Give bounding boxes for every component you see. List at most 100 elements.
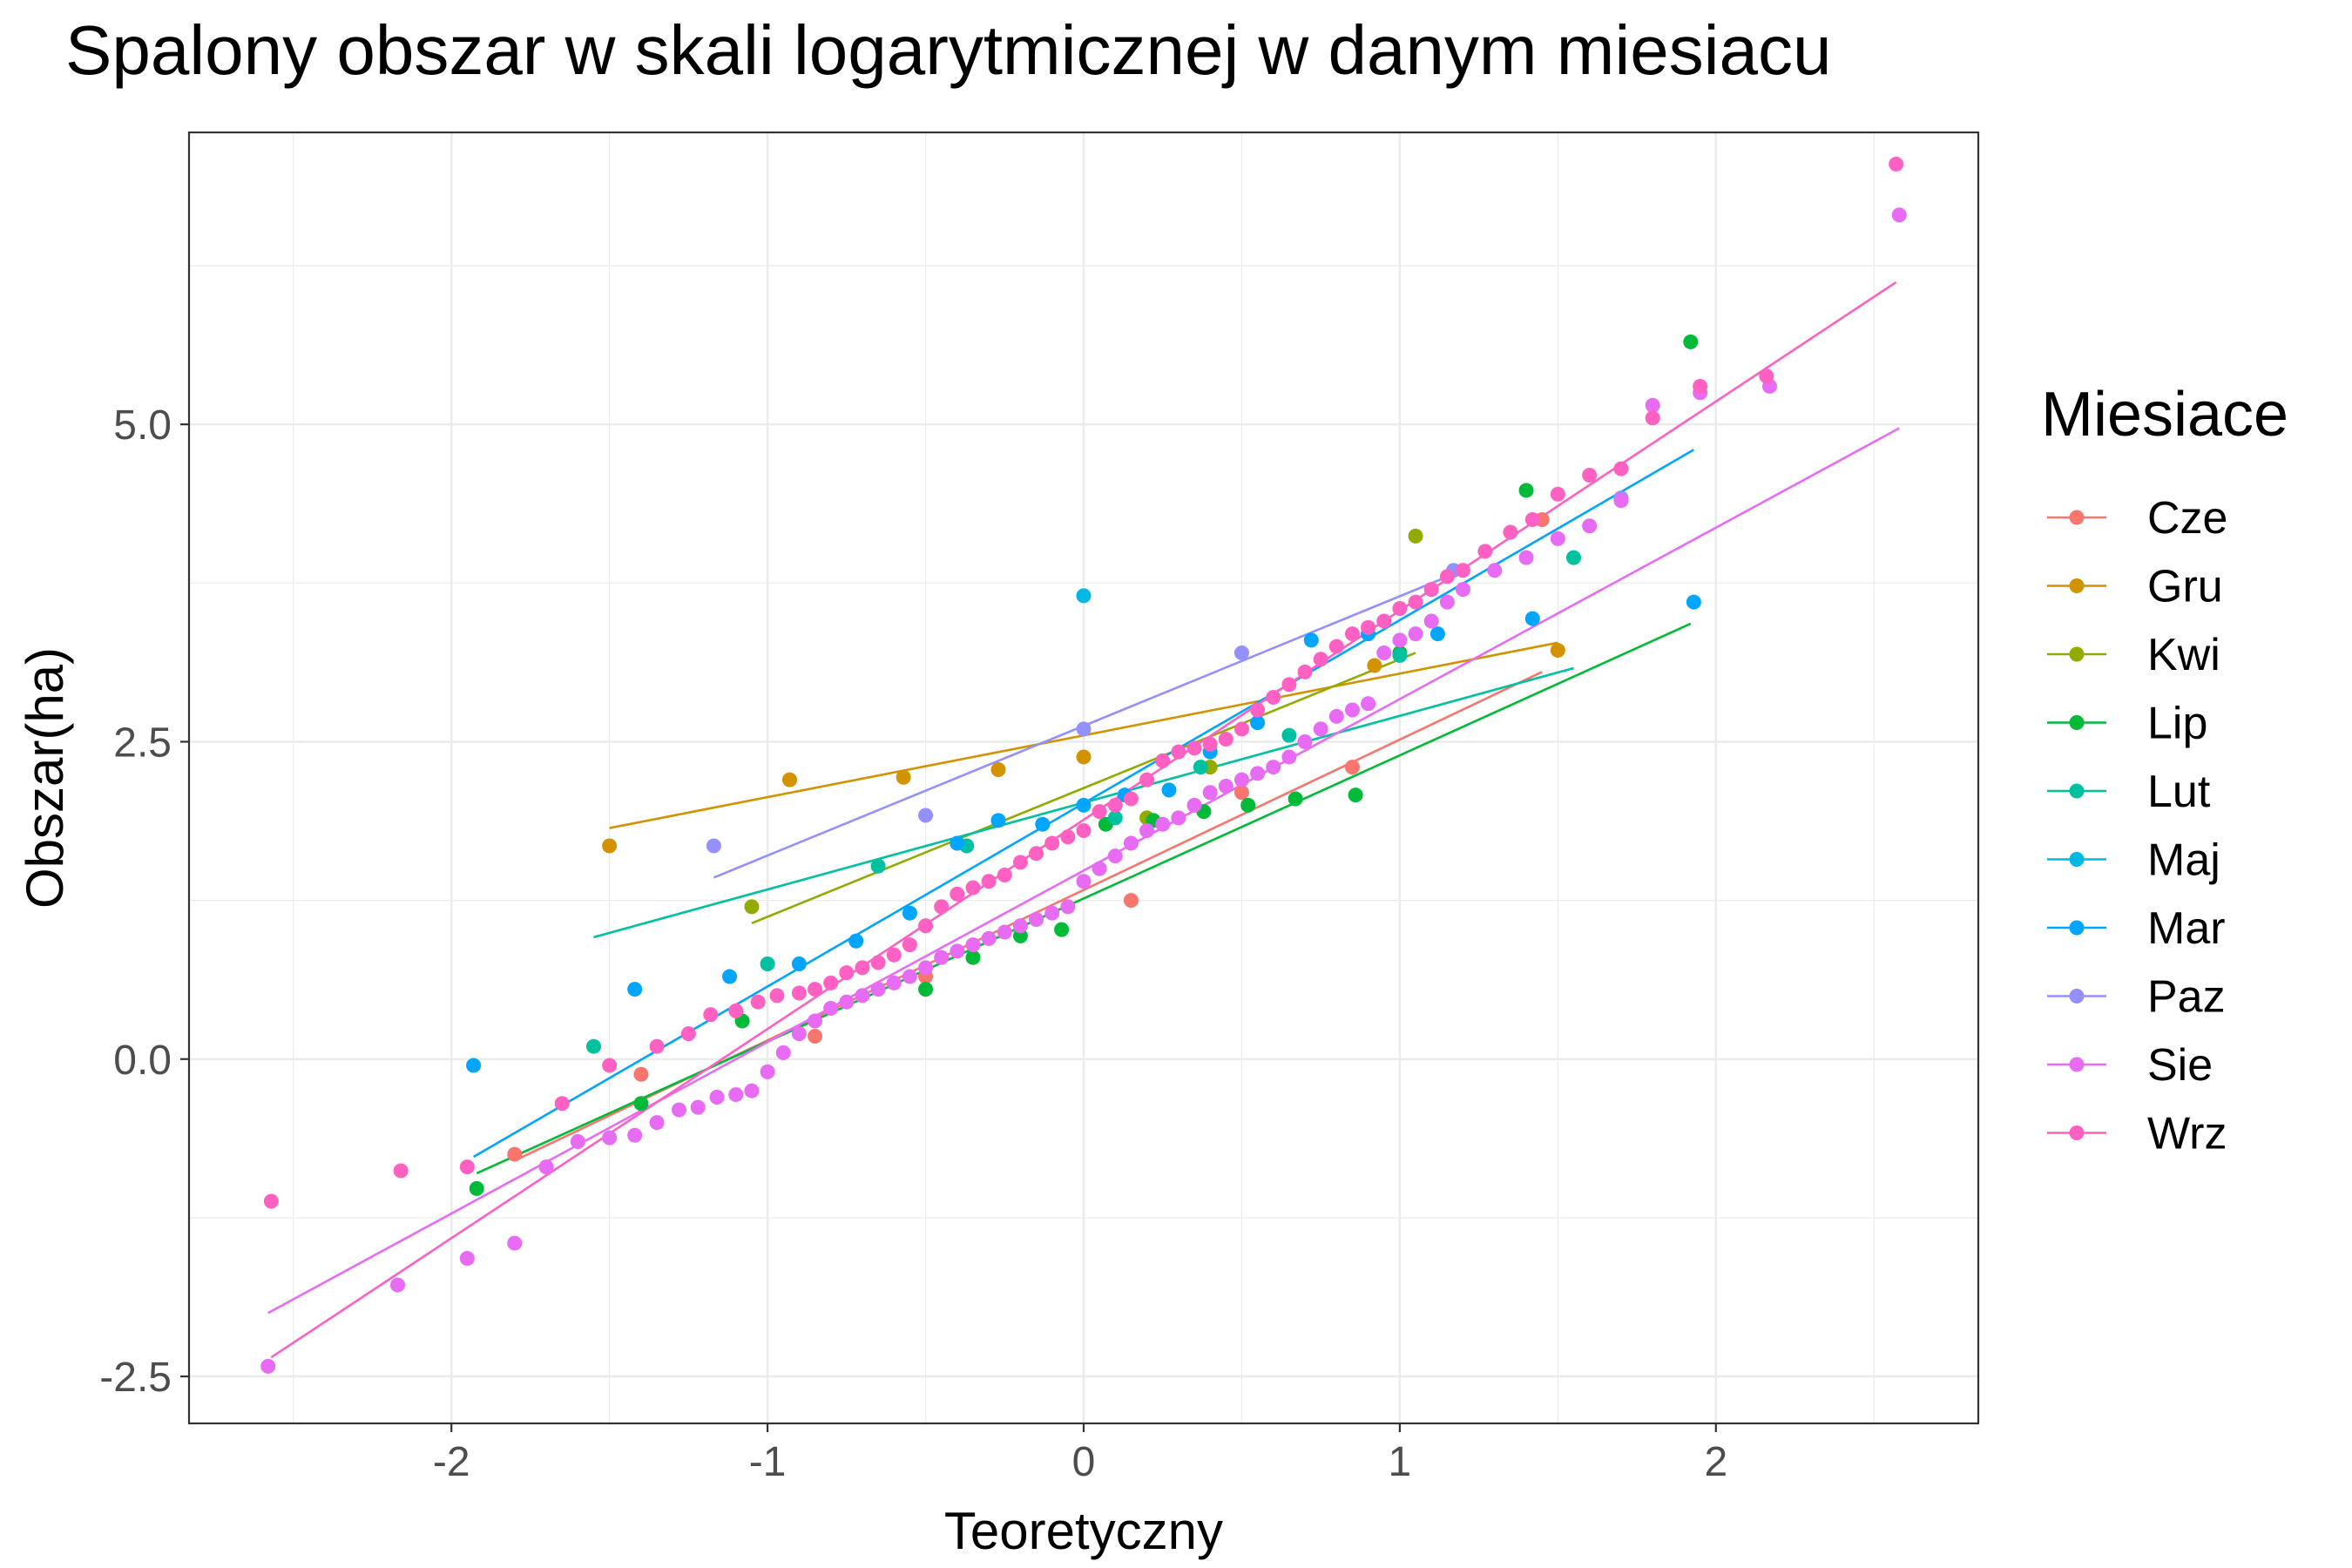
point-wrz (1218, 732, 1233, 747)
point-lut (760, 956, 775, 971)
point-mar (902, 905, 917, 921)
point-wrz (855, 960, 870, 976)
point-wrz (1423, 582, 1439, 598)
point-gru (1076, 749, 1092, 765)
point-lip (1288, 791, 1303, 807)
point-wrz (950, 886, 965, 902)
point-wrz (1281, 677, 1297, 693)
y-tick-label: -2.5 (99, 1355, 172, 1401)
point-wrz (1361, 619, 1376, 635)
point-wrz (1455, 563, 1470, 578)
point-wrz (1186, 740, 1202, 756)
point-wrz (1645, 410, 1660, 426)
legend-label: Lut (2147, 767, 2211, 817)
point-kwi (1408, 528, 1423, 544)
point-mar (627, 982, 643, 997)
legend-key-point (2069, 989, 2085, 1004)
point-sie (1186, 797, 1202, 813)
point-sie (1645, 397, 1660, 413)
point-wrz (680, 1026, 696, 1042)
point-sie (744, 1083, 760, 1098)
point-sie (1171, 810, 1186, 826)
point-lut (1565, 550, 1581, 565)
point-wrz (649, 1038, 665, 1054)
point-sie (1439, 594, 1455, 610)
legend-label: Cze (2147, 493, 2227, 544)
chart-title: Spalony obszar w skali logarytmicznej w … (65, 11, 1831, 89)
point-wrz (1123, 791, 1139, 807)
point-sie (1076, 874, 1092, 889)
point-sie (570, 1133, 585, 1149)
point-lip (1348, 787, 1363, 803)
point-sie (1155, 816, 1171, 832)
point-lip (1518, 483, 1534, 498)
point-wrz (823, 975, 839, 990)
point-wrz (1250, 702, 1266, 718)
point-sie (1266, 760, 1281, 775)
point-sie (775, 1044, 791, 1060)
point-wrz (1092, 804, 1107, 820)
point-wrz (1328, 639, 1344, 654)
point-sie (839, 994, 855, 1010)
point-wrz (1139, 772, 1155, 787)
legend-key-point (2069, 510, 2085, 525)
point-wrz (1344, 626, 1360, 642)
x-tick-label: 0 (1072, 1439, 1096, 1485)
point-wrz (459, 1159, 475, 1175)
point-wrz (1376, 613, 1392, 629)
point-lip (1240, 797, 1256, 813)
y-tick-label: 0.0 (113, 1037, 172, 1084)
legend-label: Lip (2147, 699, 2207, 749)
point-wrz (1392, 600, 1408, 616)
point-wrz (1613, 461, 1629, 476)
point-wrz (981, 874, 997, 889)
point-maj (1076, 588, 1092, 604)
point-cze (1344, 760, 1360, 775)
point-sie (1550, 531, 1565, 546)
legend-key-point (2069, 852, 2085, 867)
point-sie (1123, 835, 1139, 851)
legend-key-point (2069, 715, 2085, 730)
point-sie (1328, 708, 1344, 724)
x-tick-label: 1 (1389, 1439, 1412, 1485)
legend-key-point (2069, 1057, 2085, 1072)
point-wrz (1550, 486, 1565, 502)
point-sie (808, 1013, 823, 1029)
legend-label: Wrz (2147, 1109, 2227, 1159)
point-sie (507, 1235, 523, 1251)
y-axis: -2.5 0.0 2.5 5.0 (99, 402, 189, 1401)
x-axis: -2 -1 0 1 2 (433, 1423, 1727, 1485)
point-sie (1044, 905, 1060, 921)
point-sie (1139, 822, 1155, 838)
legend-label: Mar (2147, 903, 2226, 954)
point-cze (633, 1066, 649, 1082)
point-sie (390, 1277, 406, 1293)
point-sie (1233, 772, 1249, 787)
point-sie (1408, 626, 1423, 642)
point-wrz (1313, 652, 1328, 667)
point-sie (1392, 632, 1408, 648)
point-sie (997, 924, 1012, 940)
point-lip (1683, 334, 1699, 349)
point-lip (1012, 928, 1028, 943)
y-tick-label: 2.5 (113, 720, 172, 766)
point-sie (728, 1087, 744, 1103)
point-lut (586, 1038, 602, 1054)
point-sie (1313, 721, 1328, 737)
point-gru (782, 772, 798, 787)
point-sie (918, 960, 934, 976)
point-mar (1524, 611, 1540, 626)
point-wrz (1171, 744, 1186, 760)
point-mar (1686, 594, 1701, 610)
point-mar (722, 969, 738, 984)
point-wrz (886, 947, 902, 963)
point-sie (459, 1251, 475, 1267)
point-wrz (1297, 664, 1313, 679)
point-sie (950, 943, 965, 959)
point-wrz (1107, 797, 1123, 813)
point-paz (1076, 721, 1092, 737)
point-sie (981, 930, 997, 946)
point-lip (918, 982, 934, 997)
point-sie (902, 969, 917, 984)
